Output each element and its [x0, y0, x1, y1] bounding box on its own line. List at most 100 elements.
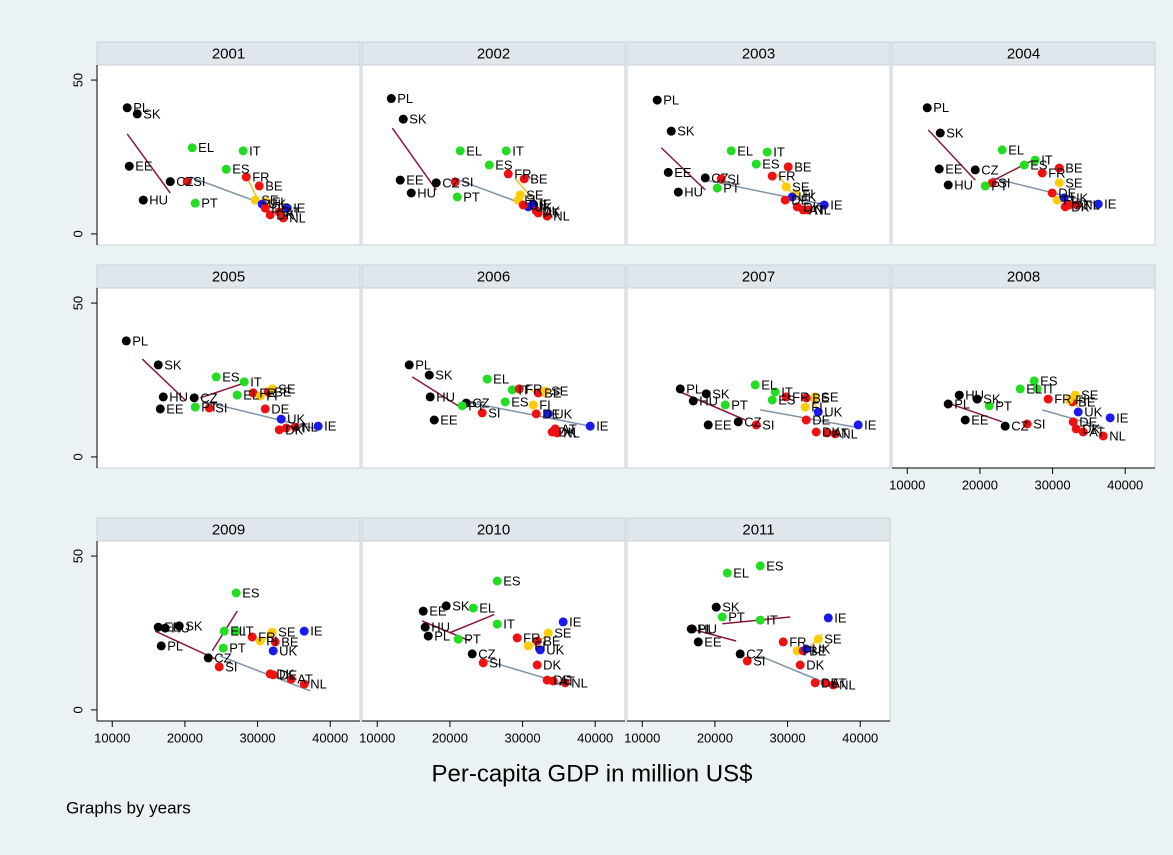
- point-label: PL: [434, 629, 450, 644]
- fit-line: [154, 630, 216, 660]
- point-label: SI: [461, 174, 473, 189]
- point-label: UK: [1084, 404, 1102, 419]
- point: [558, 617, 568, 627]
- point: [255, 636, 265, 646]
- point-label: EE: [440, 412, 458, 427]
- x-tick-label: 20000: [697, 730, 733, 745]
- point: [716, 174, 726, 184]
- point-label: DE: [542, 406, 560, 421]
- point: [751, 420, 761, 430]
- point-label: IE: [1116, 410, 1129, 425]
- point-label: UK: [534, 199, 552, 214]
- point: [468, 603, 478, 613]
- point: [801, 393, 811, 403]
- fit-line: [448, 613, 495, 634]
- point: [1054, 163, 1064, 173]
- point: [219, 626, 229, 636]
- point-label: IE: [310, 624, 323, 639]
- point: [492, 619, 502, 629]
- point: [717, 612, 727, 622]
- point: [755, 561, 765, 571]
- point: [1052, 195, 1062, 205]
- point: [247, 632, 257, 642]
- point: [1070, 390, 1080, 400]
- point-label: HU: [169, 389, 188, 404]
- x-tick-label: 40000: [577, 730, 613, 745]
- point-label: EL: [1008, 142, 1024, 157]
- fit-line: [943, 401, 1003, 423]
- point: [265, 210, 275, 220]
- point-label: DK: [285, 422, 303, 437]
- point-label: EL: [230, 624, 246, 639]
- plot-area: [361, 64, 626, 246]
- fit-line: [219, 655, 311, 692]
- point-label: IT: [1041, 153, 1053, 168]
- point-label: EE: [674, 165, 692, 180]
- fit-line: [126, 133, 171, 194]
- point: [542, 211, 552, 221]
- point-label: DE: [271, 201, 289, 216]
- point: [286, 674, 296, 684]
- point: [267, 627, 277, 637]
- fit-line: [205, 401, 321, 431]
- point: [160, 623, 170, 633]
- fit-line: [660, 147, 706, 191]
- point-label: SK: [164, 357, 182, 372]
- point: [922, 103, 932, 113]
- plot-area: [626, 287, 891, 469]
- point: [663, 167, 673, 177]
- point: [477, 408, 487, 418]
- point: [406, 188, 416, 198]
- point-label: UK: [287, 412, 305, 427]
- plot-area: [891, 64, 1156, 246]
- point: [282, 203, 292, 213]
- point-label: UK: [812, 641, 830, 656]
- point-label: AT: [1075, 197, 1091, 212]
- fit-line: [691, 628, 737, 642]
- point-label: FI: [802, 186, 814, 201]
- point: [742, 656, 752, 666]
- point: [281, 423, 291, 433]
- point: [478, 658, 488, 668]
- fit-line: [189, 176, 291, 215]
- point-label: BE: [812, 390, 830, 405]
- point-label: FR: [792, 389, 809, 404]
- point: [1054, 178, 1064, 188]
- point-label: IT: [503, 617, 515, 632]
- y-tick-label: 50: [70, 549, 85, 563]
- point-label: SK: [435, 368, 453, 383]
- point: [532, 636, 542, 646]
- x-axis-label: Per-capita GDP in million US$: [431, 760, 752, 787]
- point-label: SK: [409, 112, 427, 127]
- point-label: DE: [812, 412, 830, 427]
- point: [984, 401, 994, 411]
- fit-line: [992, 177, 1103, 206]
- plot-area: [626, 540, 891, 722]
- x-tick-label: 40000: [1107, 477, 1143, 492]
- point-label: SE: [551, 384, 569, 399]
- point-label: DE: [271, 401, 289, 416]
- point: [484, 160, 494, 170]
- point-label: DE: [1079, 414, 1097, 429]
- point: [778, 637, 788, 647]
- point-label: BE: [281, 634, 299, 649]
- point: [585, 421, 595, 431]
- point: [425, 392, 435, 402]
- point: [819, 200, 829, 210]
- point-label: IT: [773, 145, 785, 160]
- point: [822, 428, 832, 438]
- panel-title: 2009: [212, 521, 245, 538]
- point: [122, 103, 132, 113]
- point-label: PT: [201, 196, 218, 211]
- point-label: PL: [397, 91, 413, 106]
- point-label: CZ: [1011, 419, 1028, 434]
- point-label: AT: [561, 421, 577, 436]
- point-label: PT: [728, 609, 745, 624]
- point-label: NL: [289, 210, 306, 225]
- point-label: ES: [495, 157, 513, 172]
- point: [457, 401, 467, 411]
- point: [652, 95, 662, 105]
